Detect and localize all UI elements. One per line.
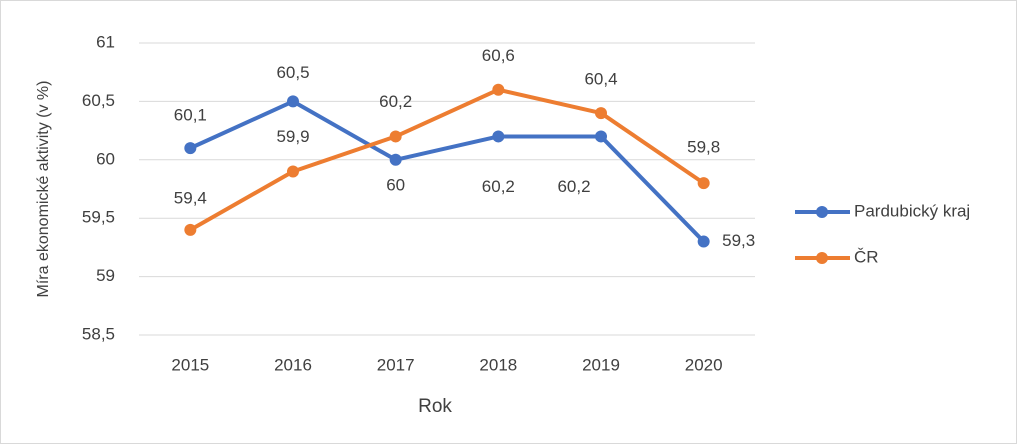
- point: [389, 130, 402, 143]
- y-tick-label: 60: [96, 149, 115, 168]
- series-line: [189, 99, 706, 243]
- x-axis-title: Rok: [418, 396, 452, 417]
- y-tick-label: 61: [96, 32, 115, 51]
- x-tick-label: 2018: [479, 355, 517, 374]
- x-tick-label: 2017: [377, 355, 415, 374]
- data-label: 59,3: [722, 231, 755, 250]
- series-line: [189, 87, 705, 232]
- data-label: 60,2: [379, 92, 412, 111]
- point: [287, 165, 299, 178]
- data-label: 59,8: [687, 138, 720, 157]
- point: [492, 83, 505, 96]
- data-label: 60,2: [557, 177, 590, 196]
- y-tick-label: 59: [96, 266, 115, 285]
- point: [492, 130, 505, 143]
- x-tick-label: 2016: [274, 355, 312, 374]
- point: [389, 153, 402, 166]
- y-tick-label: 60,5: [82, 91, 115, 110]
- y-tick-label: 59,5: [82, 208, 115, 227]
- y-tick-label: 58,5: [82, 324, 115, 343]
- legend-marker: [816, 252, 828, 264]
- point: [287, 95, 299, 108]
- x-tick-label: 2019: [582, 355, 620, 374]
- data-label: 59,4: [174, 188, 207, 207]
- data-label: 60,4: [584, 70, 617, 89]
- point: [595, 130, 607, 143]
- data-label: 60,6: [482, 46, 515, 65]
- point: [697, 235, 710, 248]
- data-label: 60,1: [174, 106, 207, 125]
- legend-marker: [816, 206, 828, 218]
- data-label: 60,2: [482, 177, 515, 196]
- data-label: 59,9: [276, 127, 309, 146]
- x-tick-label: 2020: [685, 355, 723, 374]
- point: [184, 142, 197, 155]
- point: [697, 177, 710, 190]
- data-label: 60: [386, 175, 405, 194]
- point: [184, 223, 197, 236]
- point: [595, 107, 607, 120]
- data-label: 60,5: [276, 63, 309, 82]
- legend-label: Pardubický kraj: [854, 201, 970, 220]
- y-axis-title: Míra ekonomické aktivity (v %): [35, 81, 52, 298]
- legend-label: ČR: [854, 247, 879, 266]
- x-tick-label: 2015: [171, 355, 209, 374]
